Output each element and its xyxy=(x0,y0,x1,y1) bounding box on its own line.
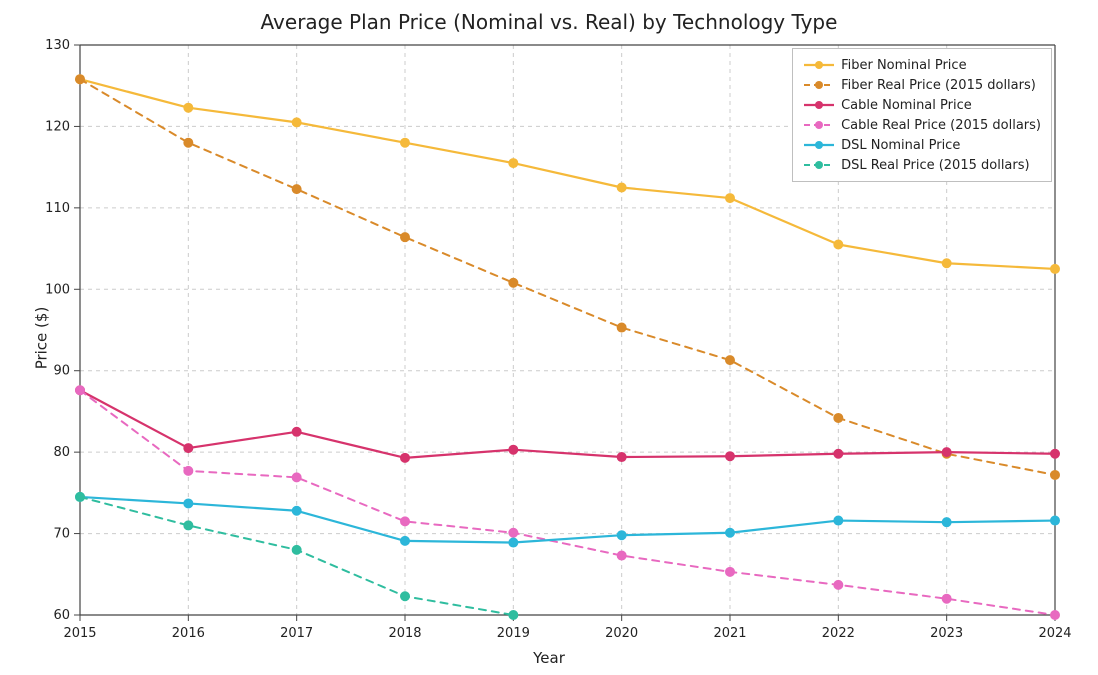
legend-item: Cable Real Price (2015 dollars) xyxy=(803,115,1041,135)
svg-text:2021: 2021 xyxy=(713,626,746,641)
chart-container: Average Plan Price (Nominal vs. Real) by… xyxy=(0,0,1098,675)
svg-text:120: 120 xyxy=(45,119,70,134)
x-axis-label: Year xyxy=(0,649,1098,667)
svg-text:2017: 2017 xyxy=(280,626,313,641)
svg-text:80: 80 xyxy=(53,445,70,460)
svg-text:2020: 2020 xyxy=(605,626,638,641)
svg-text:2024: 2024 xyxy=(1038,626,1071,641)
legend-item: Fiber Nominal Price xyxy=(803,55,1041,75)
svg-text:110: 110 xyxy=(45,201,70,216)
svg-text:70: 70 xyxy=(53,527,70,542)
legend-label: DSL Real Price (2015 dollars) xyxy=(841,158,1030,173)
legend-item: Fiber Real Price (2015 dollars) xyxy=(803,75,1041,95)
svg-text:2018: 2018 xyxy=(388,626,421,641)
legend-label: Cable Nominal Price xyxy=(841,98,972,113)
svg-text:60: 60 xyxy=(53,608,70,623)
legend-item: DSL Real Price (2015 dollars) xyxy=(803,155,1041,175)
svg-text:100: 100 xyxy=(45,282,70,297)
chart-title: Average Plan Price (Nominal vs. Real) by… xyxy=(0,10,1098,34)
svg-text:130: 130 xyxy=(45,38,70,53)
legend-label: Fiber Nominal Price xyxy=(841,58,967,73)
svg-text:2022: 2022 xyxy=(822,626,855,641)
legend: Fiber Nominal Price Fiber Real Price (201… xyxy=(792,48,1052,182)
legend-item: DSL Nominal Price xyxy=(803,135,1041,155)
svg-text:90: 90 xyxy=(53,364,70,379)
legend-label: DSL Nominal Price xyxy=(841,138,960,153)
svg-text:2023: 2023 xyxy=(930,626,963,641)
svg-text:2016: 2016 xyxy=(172,626,205,641)
svg-text:2015: 2015 xyxy=(63,626,96,641)
legend-label: Cable Real Price (2015 dollars) xyxy=(841,118,1041,133)
svg-text:2019: 2019 xyxy=(497,626,530,641)
legend-label: Fiber Real Price (2015 dollars) xyxy=(841,78,1036,93)
legend-item: Cable Nominal Price xyxy=(803,95,1041,115)
y-axis-label: Price ($) xyxy=(32,306,50,369)
